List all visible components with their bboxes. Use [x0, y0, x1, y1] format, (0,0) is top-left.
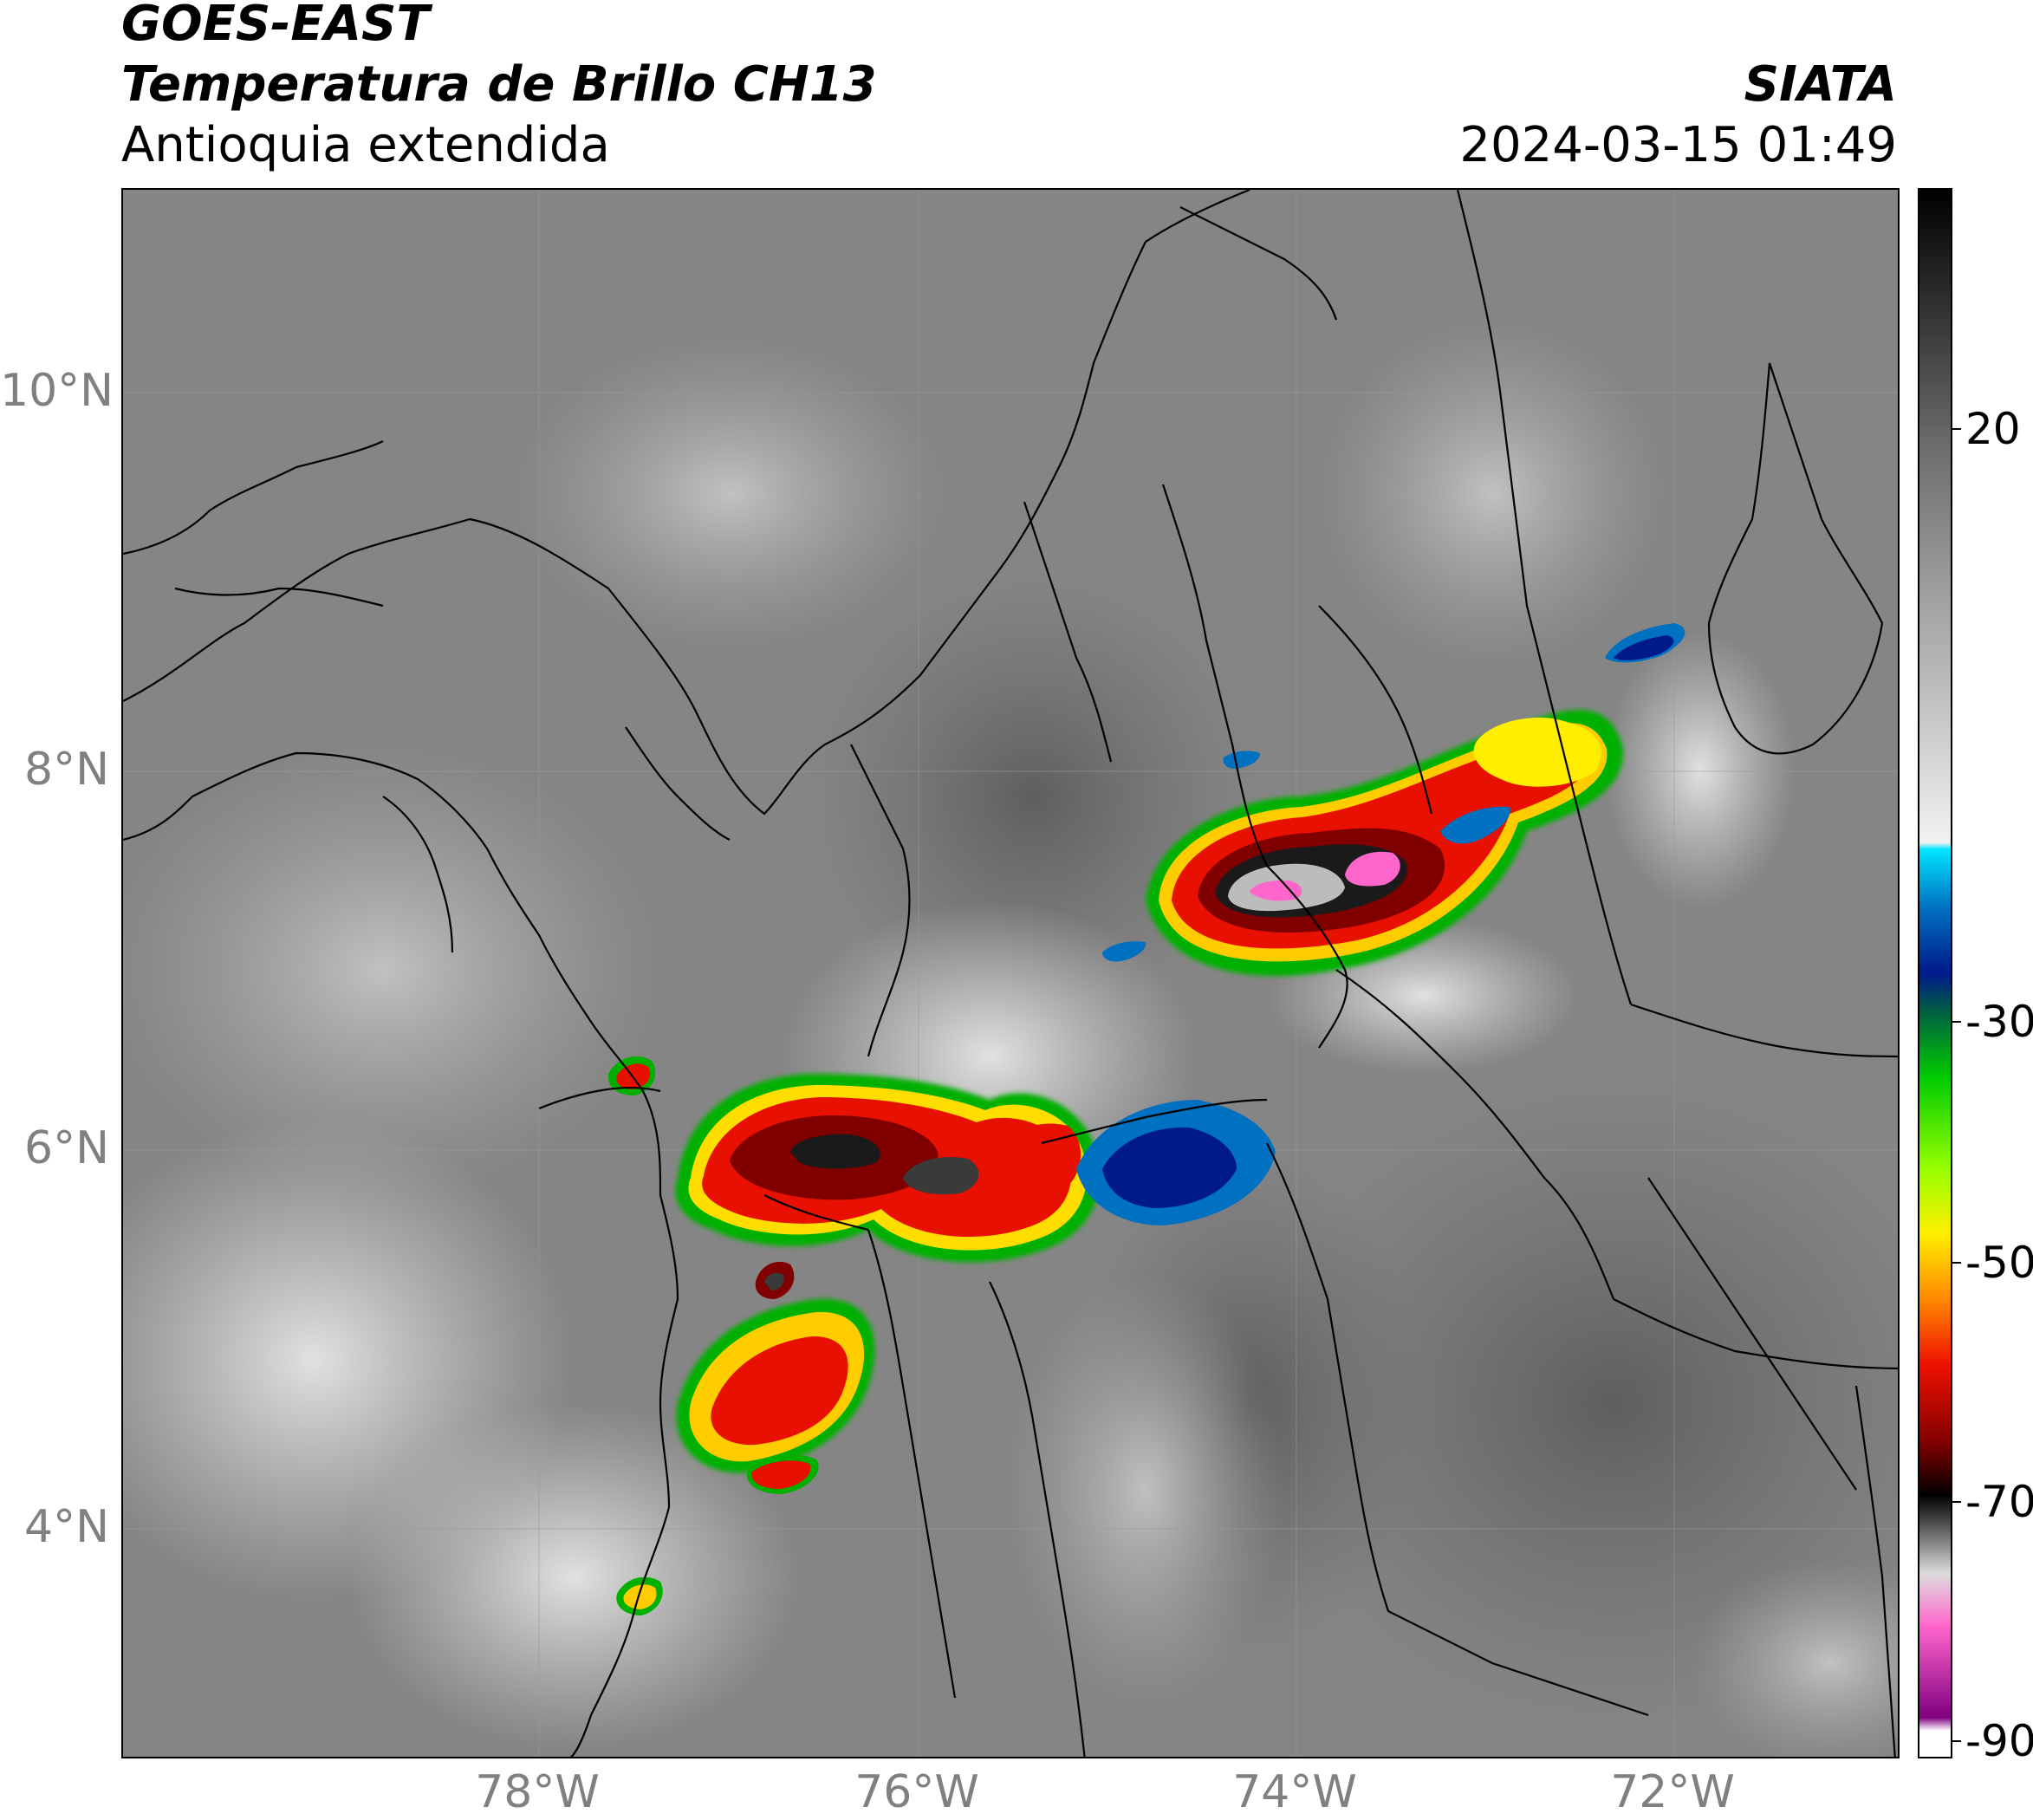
colorbar-tick-label: -90 — [1965, 1716, 2033, 1766]
lon-tick-label: 74°W — [1232, 1766, 1357, 1818]
colorbar-tick — [1952, 1021, 1961, 1023]
storm-cell-east-blue — [1102, 623, 1686, 962]
colorbar-tick — [1952, 1740, 1961, 1742]
satellite-map — [123, 190, 1898, 1757]
storm-cell-antioquia-east — [1146, 710, 1624, 977]
storm-cell-small-north — [607, 1056, 663, 1615]
storm-cell-uraba — [675, 1074, 1101, 1263]
colorbar-tick — [1952, 1501, 1961, 1503]
lat-tick-label: 10°N — [0, 365, 114, 417]
map-panel — [121, 188, 1900, 1758]
title-product: Temperatura de Brillo CH13 — [121, 56, 877, 113]
storm-cell-choco-south — [676, 1261, 875, 1494]
colorbar-tick-label: -50 — [1965, 1238, 2033, 1288]
colorbar-tick-label: -30 — [1965, 997, 2033, 1047]
agency-label: SIATA — [1744, 56, 1897, 113]
colorbar-tick — [1952, 428, 1961, 430]
title-satellite: GOES-EAST — [121, 0, 430, 52]
lon-tick-label: 76°W — [854, 1766, 979, 1818]
boundaries — [123, 190, 1898, 1757]
lon-tick-label: 78°W — [475, 1766, 600, 1818]
colorbar-tick-label: 20 — [1965, 404, 2021, 454]
lon-tick-label: 72°W — [1610, 1766, 1735, 1818]
title-region: Antioquia extendida — [121, 117, 610, 173]
lat-tick-label: 8°N — [24, 744, 109, 796]
lat-tick-label: 6°N — [24, 1122, 109, 1174]
storm-cell-blue-midmagdalena — [1076, 1100, 1276, 1225]
lat-tick-label: 4°N — [24, 1501, 109, 1553]
colorbar-tick-label: -70 — [1965, 1477, 2033, 1527]
colorbar-tick — [1952, 1262, 1961, 1264]
temperature-colorbar — [1918, 188, 1952, 1758]
datetime-label: 2024-03-15 01:49 — [1459, 117, 1897, 173]
